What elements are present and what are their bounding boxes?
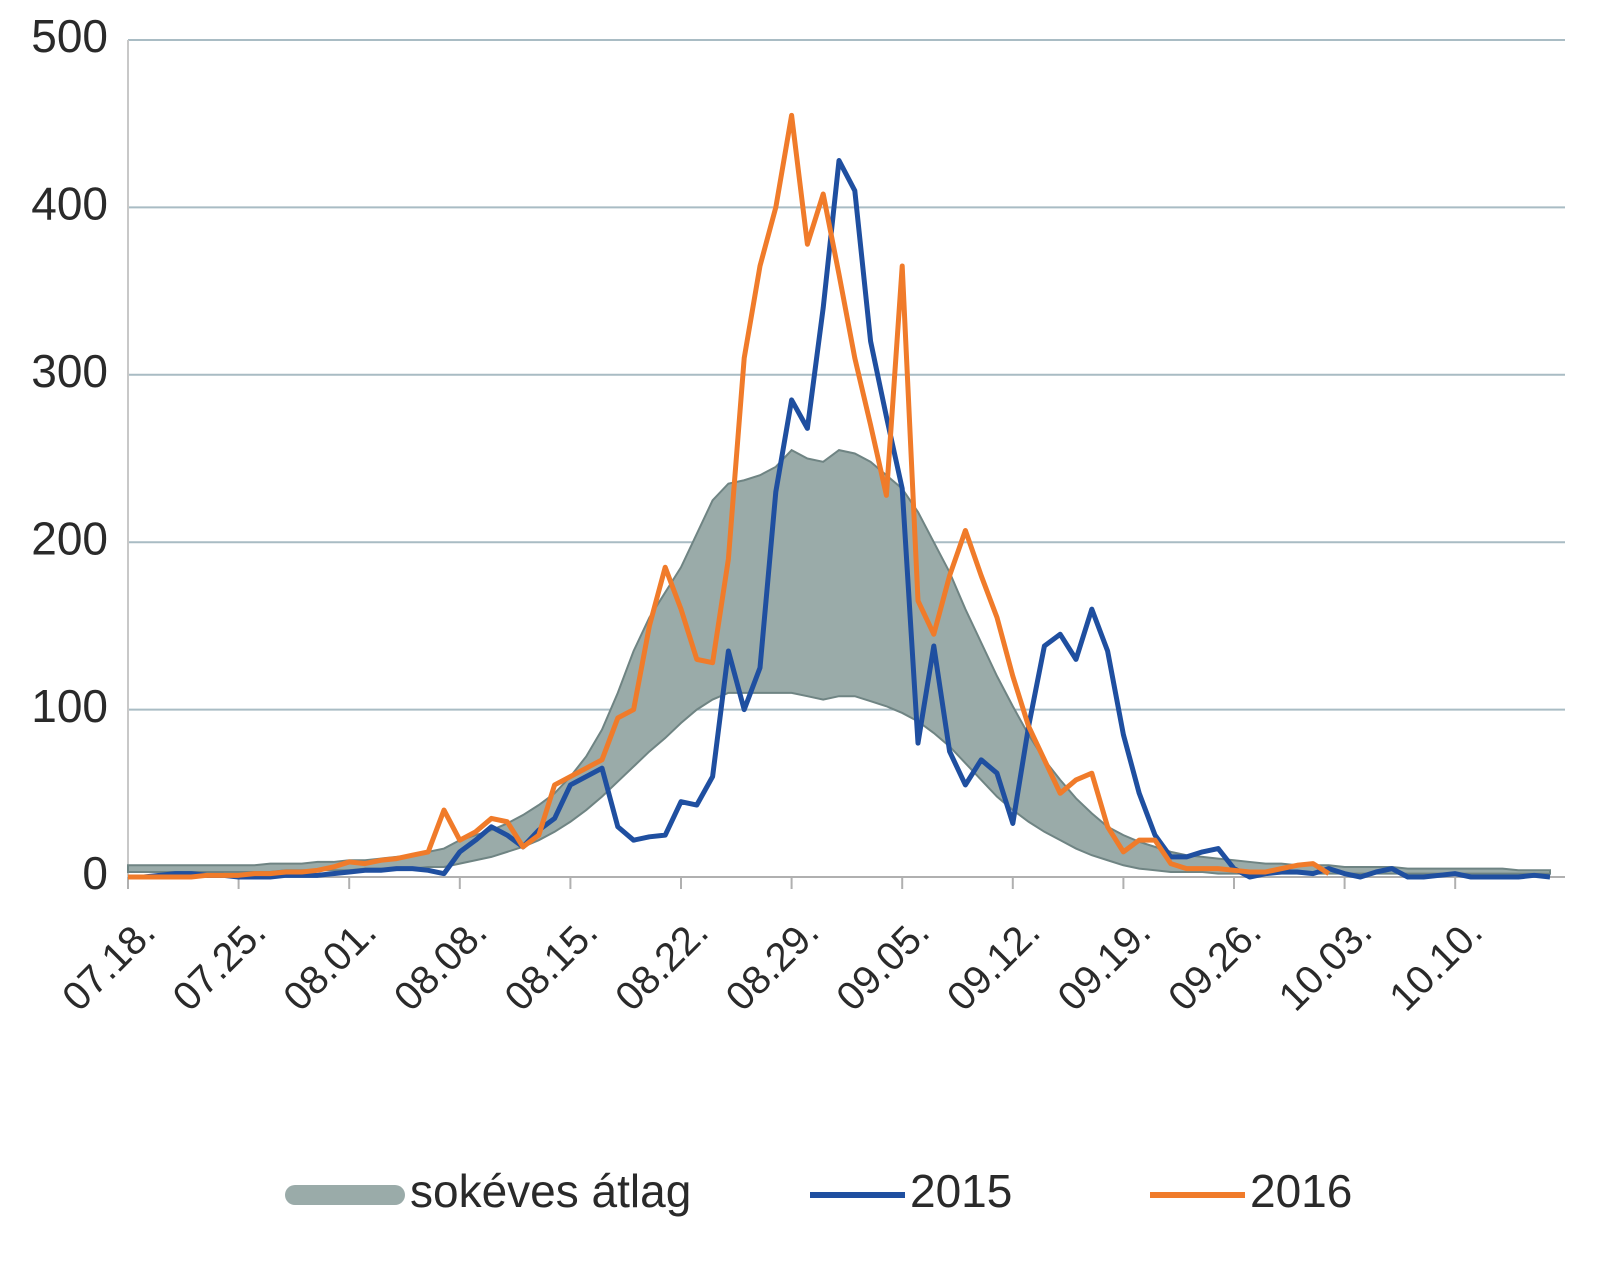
- x-tick-label: 08.01.: [275, 910, 385, 1020]
- x-tick-label: 09.19.: [1049, 910, 1159, 1020]
- series-line: [128, 112, 1331, 880]
- x-tick-label: 08.29.: [718, 910, 828, 1020]
- x-tick-label: 09.05.: [828, 910, 938, 1020]
- x-tick-label: 08.22.: [607, 910, 717, 1020]
- x-tick-label: 08.15.: [496, 910, 606, 1020]
- x-tick-label: 10.03.: [1271, 910, 1381, 1020]
- x-tick-label: 07.25.: [165, 910, 275, 1020]
- x-tick-label: 09.12.: [939, 910, 1049, 1020]
- legend-label: 2015: [910, 1165, 1012, 1217]
- y-tick-label: 0: [82, 847, 108, 899]
- y-tick-label: 400: [31, 178, 108, 230]
- band-area: [127, 448, 1551, 875]
- legend-label: 2016: [1250, 1165, 1352, 1217]
- x-tick-label: 09.26.: [1160, 910, 1270, 1020]
- y-tick-label: 300: [31, 345, 108, 397]
- x-tick-label: 08.08.: [386, 910, 496, 1020]
- y-tick-label: 500: [31, 10, 108, 62]
- x-tick-label: 10.10.: [1381, 910, 1491, 1020]
- y-tick-label: 100: [31, 680, 108, 732]
- y-tick-label: 200: [31, 512, 108, 564]
- series-line: [128, 158, 1551, 880]
- legend-label: sokéves átlag: [410, 1165, 691, 1217]
- x-tick-label: 07.18.: [54, 910, 164, 1020]
